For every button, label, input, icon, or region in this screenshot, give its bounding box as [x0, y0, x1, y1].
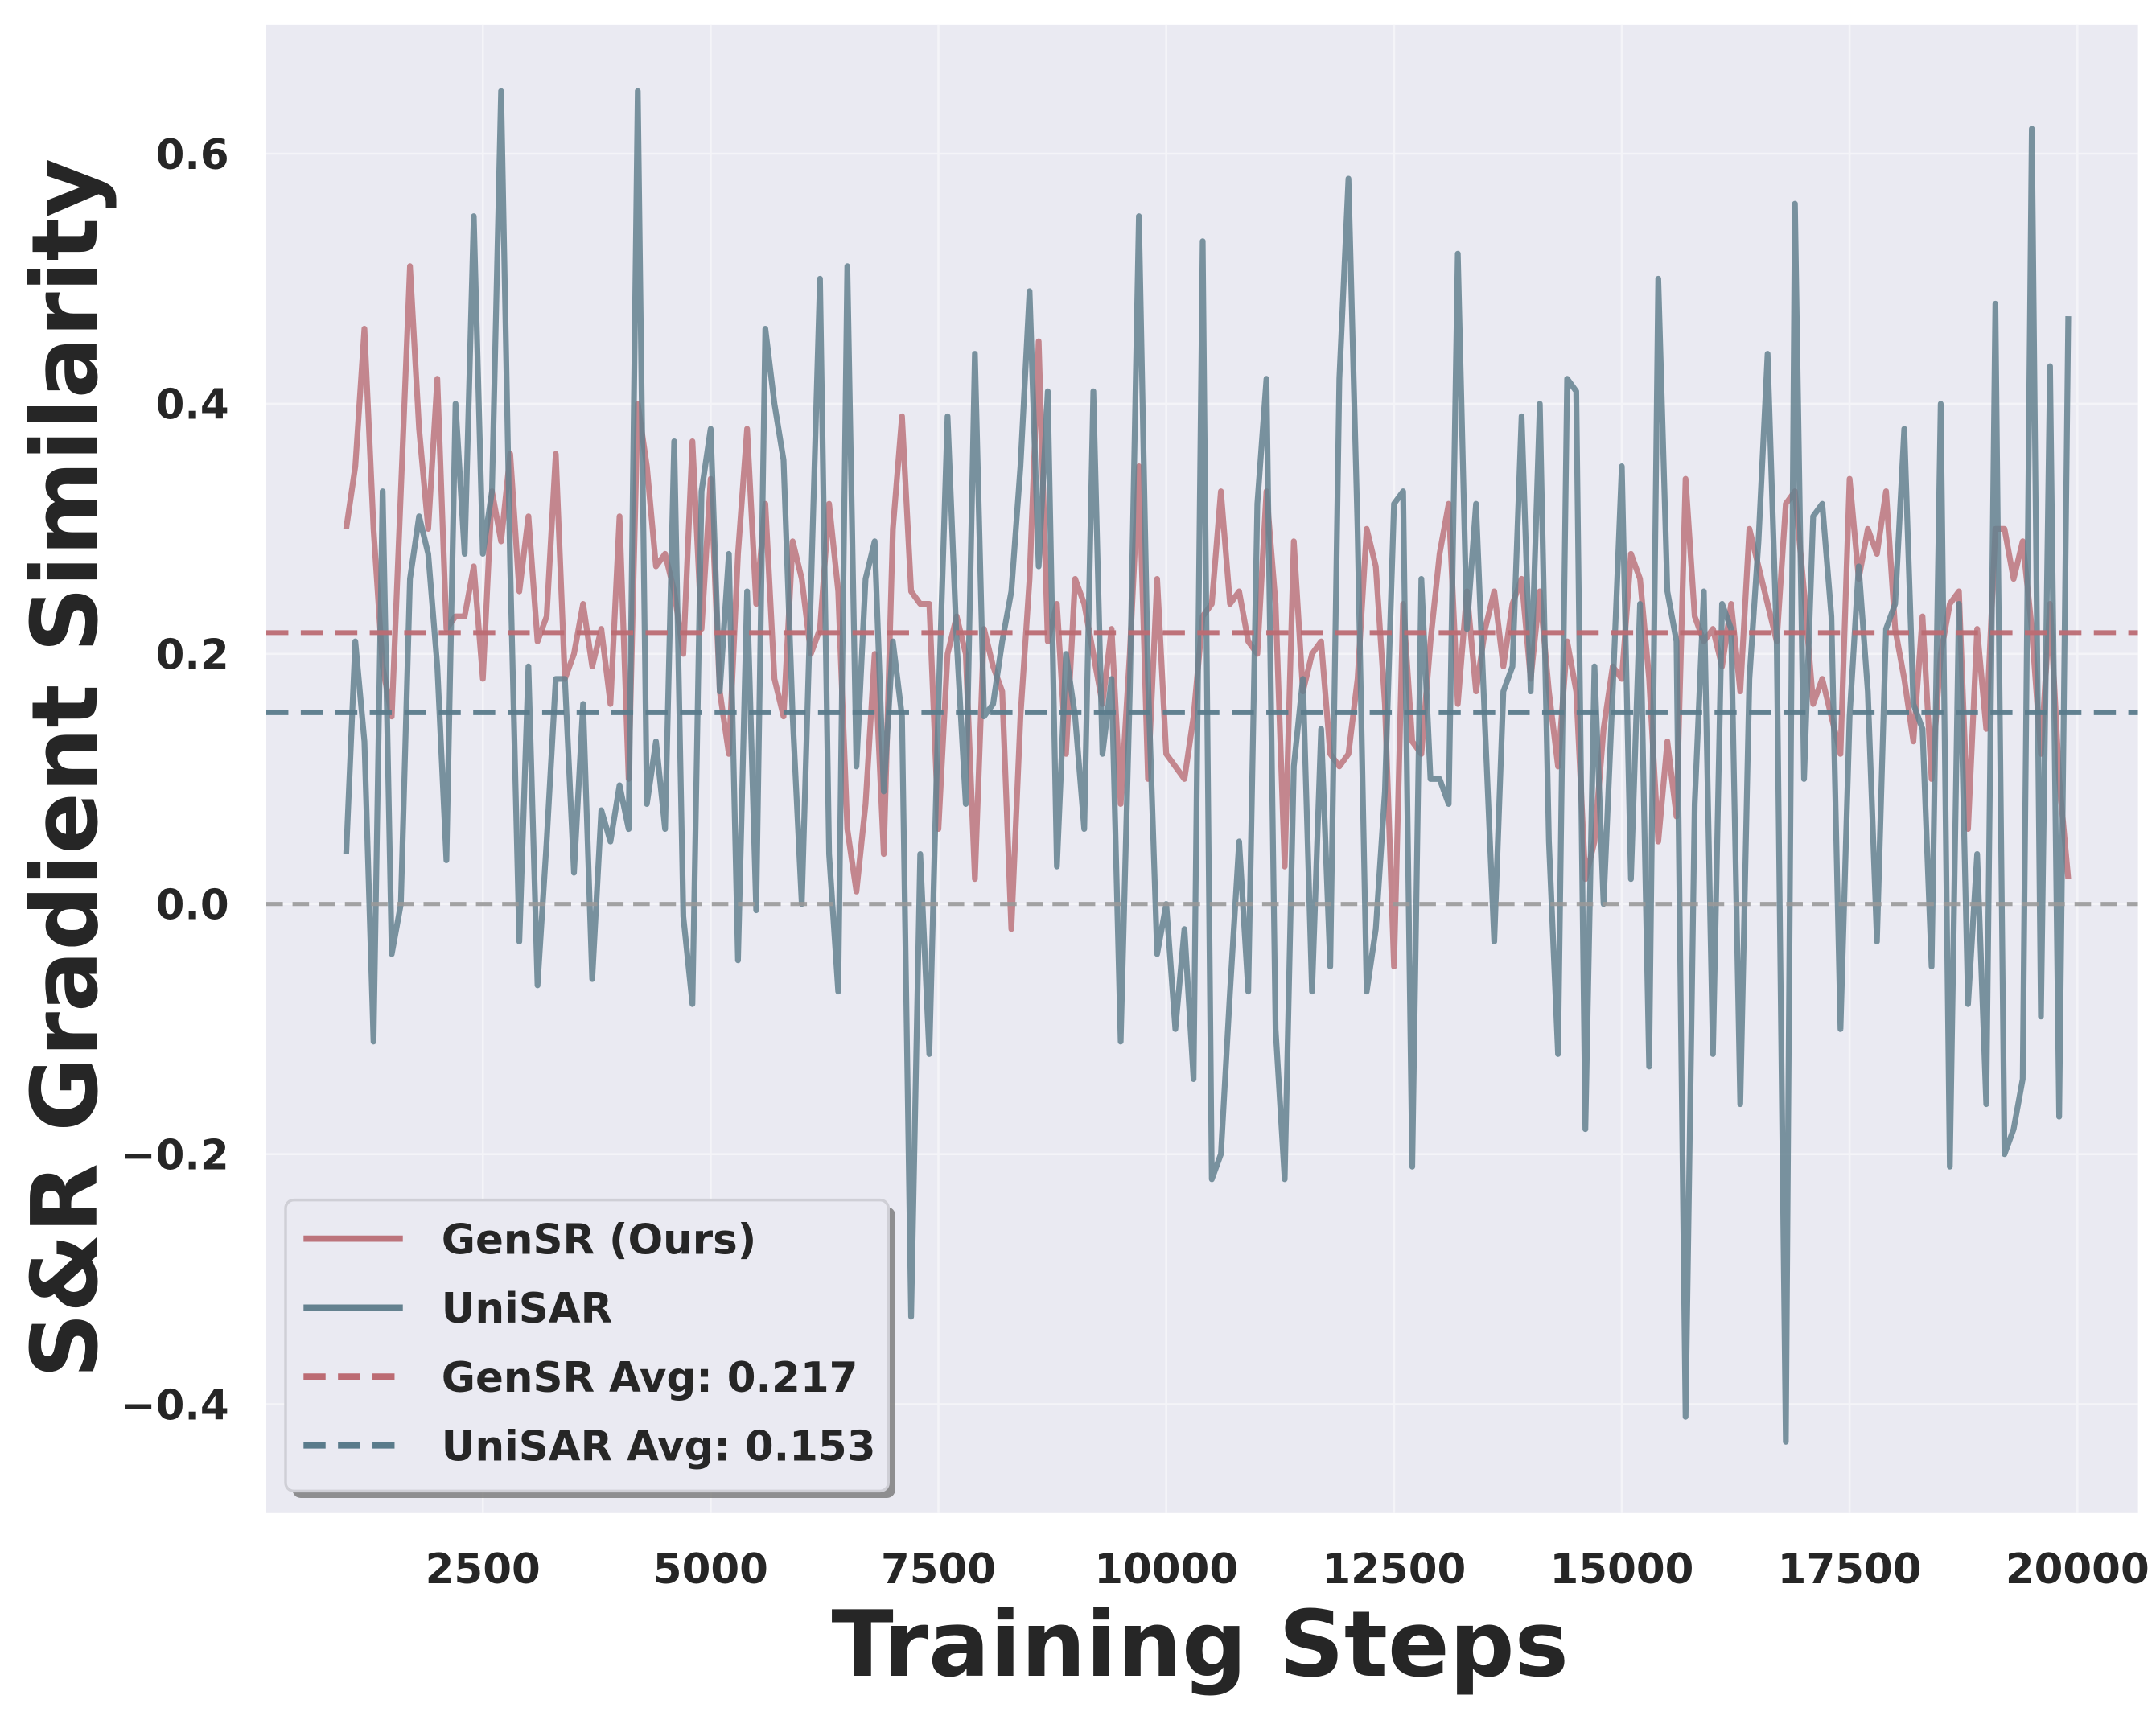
y-tick-label: 0.4 [156, 381, 229, 430]
y-tick-label: 0.0 [156, 882, 229, 930]
grid [266, 24, 2138, 1513]
legend-label: GenSR Avg: 0.217 [442, 1354, 858, 1402]
x-tick-label: 2500 [426, 1545, 541, 1594]
y-tick-label: 0.6 [156, 131, 229, 179]
x-axis-title: Training Steps [831, 1591, 1569, 1697]
y-tick-label: 0.2 [156, 632, 229, 680]
x-tick-label: 20000 [2006, 1545, 2150, 1594]
x-tick-label: 7500 [881, 1545, 996, 1594]
legend-label: GenSR (Ours) [442, 1216, 757, 1264]
series-line [343, 88, 2072, 1445]
legend-label: UniSAR Avg: 0.153 [442, 1423, 876, 1471]
y-axis-title: S&R Gradient Similarity [12, 158, 118, 1379]
x-tick-label: 17500 [1778, 1545, 1922, 1594]
legend-label: UniSAR [442, 1285, 612, 1333]
legend: GenSR (Ours) UniSAR GenSR Avg: 0.217 UniSAR… [284, 1198, 895, 1498]
x-tick-label: 15000 [1550, 1545, 1694, 1594]
y-tick-label: −0.2 [121, 1132, 229, 1180]
lines [266, 88, 2138, 1445]
x-tick-label: 12500 [1322, 1545, 1466, 1594]
x-tick-label: 5000 [653, 1545, 768, 1594]
y-tick-label: −0.4 [121, 1381, 229, 1430]
legend-box [284, 1198, 890, 1493]
ticks: −0.4 −0.2 0.0 0.2 0.4 0.6 2500 5000 7500 10000 125… [121, 131, 2150, 1594]
x-tick-label: 10000 [1094, 1545, 1238, 1594]
